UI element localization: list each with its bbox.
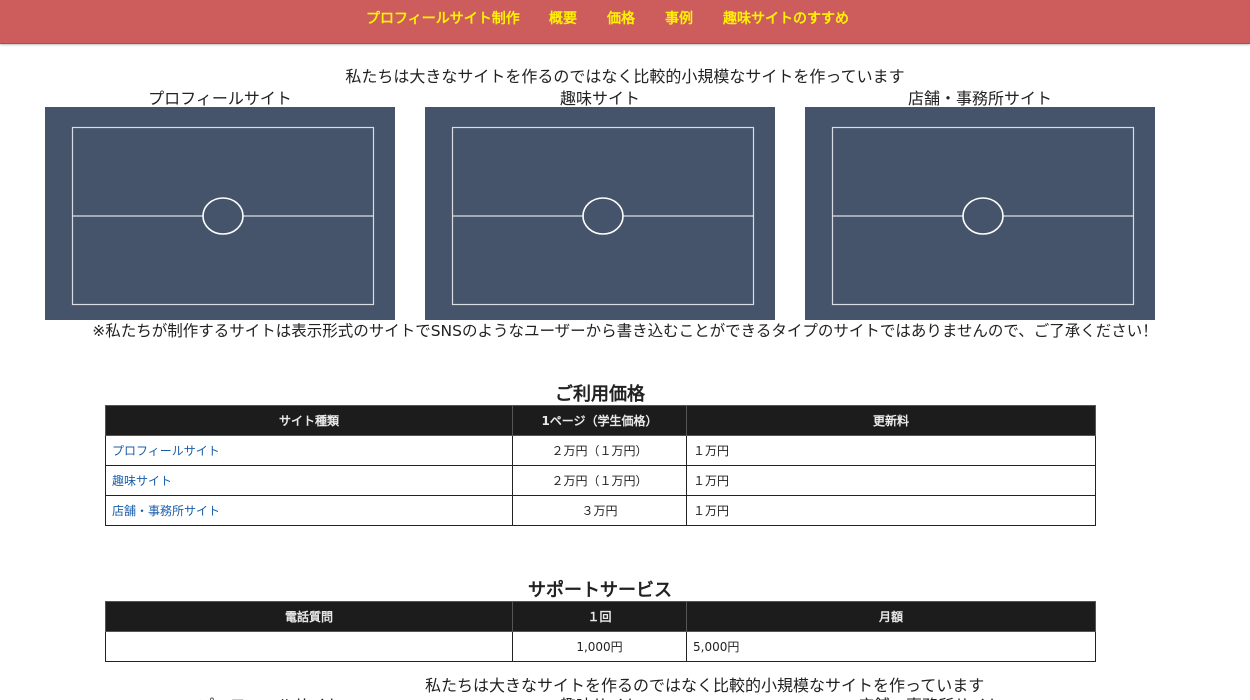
support-table: 電話質問 １回 月額 1,000円 5,000円 <box>105 601 1096 662</box>
nav-link-overview[interactable]: 概要 <box>549 11 577 27</box>
column-header-site-type: サイト種類 <box>105 405 513 436</box>
support-header-row: 電話質問 １回 月額 <box>105 601 1096 632</box>
pricing-title: ご利用価格 <box>555 384 645 405</box>
disclaimer-note: ※私たちが制作するサイトは表示形式のサイトでSNSのようなユーザーから書き込むこ… <box>92 322 1158 340</box>
card-image-store <box>805 107 1155 320</box>
once-price-cell: 1,000円 <box>512 631 687 662</box>
site-type-link-profile[interactable]: プロフィールサイト <box>105 435 513 466</box>
column-header-monthly: 月額 <box>686 601 1096 632</box>
update-fee-cell: １万円 <box>686 495 1096 526</box>
column-header-update-fee: 更新料 <box>686 405 1096 436</box>
image-placeholder-icon <box>451 126 755 306</box>
monthly-price-cell: 5,000円 <box>686 631 1096 662</box>
repeat-intro-text: 私たちは大きなサイトを作るのではなく比較的小規模なサイトを作っています <box>425 676 985 695</box>
update-fee-cell: １万円 <box>686 465 1096 496</box>
column-header-per-page: 1ページ（学生価格） <box>512 405 687 436</box>
table-row: プロフィールサイト ２万円（１万円） １万円 <box>105 435 1096 466</box>
pricing-table: サイト種類 1ページ（学生価格） 更新料 プロフィールサイト ２万円（１万円） … <box>105 405 1096 526</box>
column-header-once: １回 <box>512 601 687 632</box>
card-image-hobby <box>425 107 775 320</box>
site-type-link-hobby[interactable]: 趣味サイト <box>105 465 513 496</box>
nav-link-price[interactable]: 価格 <box>607 11 635 27</box>
price-cell: ３万円 <box>512 495 687 526</box>
update-fee-cell: １万円 <box>686 435 1096 466</box>
site-type-link-store[interactable]: 店舗・事務所サイト <box>105 495 513 526</box>
card-title-hobby: 趣味サイト <box>559 89 640 108</box>
nav-link-profile-site[interactable]: プロフィールサイト制作 <box>366 11 520 27</box>
table-row: 店舗・事務所サイト ３万円 １万円 <box>105 495 1096 526</box>
card-title-profile: プロフィールサイト <box>148 89 292 108</box>
table-row: 1,000円 5,000円 <box>105 631 1096 662</box>
image-placeholder-icon <box>71 126 375 306</box>
repeat-card-title-store: 店舗・事務所サイト <box>858 692 1002 700</box>
top-nav-bar: プロフィールサイト制作 概要 価格 事例 趣味サイトのすすめ <box>0 0 1250 44</box>
card-image-profile <box>45 107 395 320</box>
table-row: 趣味サイト ２万円（１万円） １万円 <box>105 465 1096 496</box>
repeat-card-title-hobby: 趣味サイト <box>560 692 640 700</box>
image-placeholder-icon <box>831 126 1135 306</box>
repeat-card-title-profile: プロフィールサイト <box>198 692 342 700</box>
support-title: サポートサービス <box>528 580 672 601</box>
nav-link-examples[interactable]: 事例 <box>665 11 693 27</box>
nav-link-hobby-site[interactable]: 趣味サイトのすすめ <box>723 11 849 27</box>
intro-text: 私たちは大きなサイトを作るのではなく比較的小規模なサイトを作っています <box>345 67 905 86</box>
price-cell: ２万円（１万円） <box>512 465 687 496</box>
price-cell: ２万円（１万円） <box>512 435 687 466</box>
phone-cell <box>105 631 513 662</box>
card-title-store: 店舗・事務所サイト <box>907 89 1052 108</box>
column-header-phone: 電話質問 <box>105 601 513 632</box>
pricing-header-row: サイト種類 1ページ（学生価格） 更新料 <box>105 405 1096 436</box>
